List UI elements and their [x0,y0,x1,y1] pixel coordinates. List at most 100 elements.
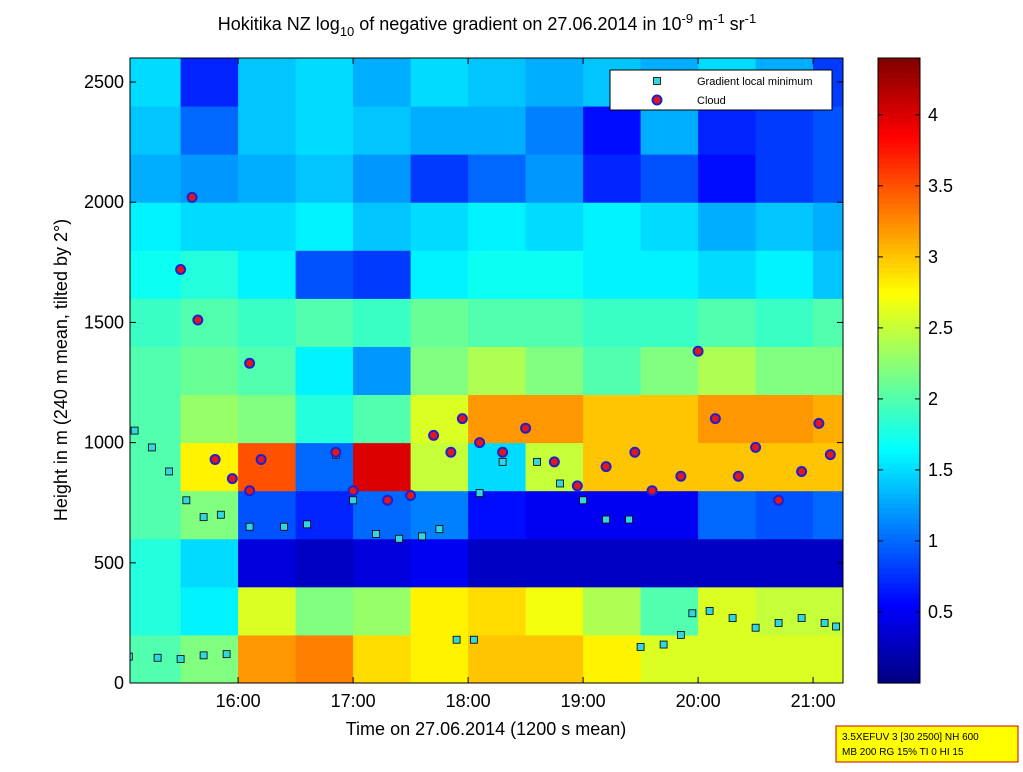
heatmap-cell [180,586,239,636]
colorbar-step [878,523,920,529]
colorbar [878,58,920,684]
min-marker [797,614,806,622]
colorbar-step [878,553,920,559]
colorbar-step [878,198,920,204]
colorbar-step [878,678,920,684]
min-marker [245,522,254,531]
colorbar-step [878,393,920,399]
heatmap-cell [813,106,843,155]
y-tick-label: 2500 [84,72,124,92]
colorbar-step [878,513,920,519]
colorbar-step [878,528,920,534]
cloud-marker [175,264,187,276]
min-marker [774,619,783,627]
heatmap-cell [410,586,469,636]
colorbar-step [878,483,920,489]
colorbar-step [878,608,920,614]
heatmap-cell [130,154,182,203]
heatmap-cell [410,538,469,588]
heatmap-cell [468,586,527,636]
heatmap-cell [180,202,239,251]
cloud-marker [226,473,238,485]
colorbar-step [878,633,920,639]
colorbar-step [878,173,920,179]
cloud-marker [255,453,267,465]
colorbar-step [878,73,920,79]
colorbar-step [878,473,920,479]
min-marker [452,635,461,644]
heatmap-cell [698,154,757,203]
colorbar-step [878,653,920,659]
colorbar-step [878,568,920,574]
colorbar-step [878,493,920,499]
cloud-marker [244,357,256,369]
colorbar-step [878,318,920,324]
colorbar-step [878,118,920,124]
colorbar-tick-label: 3.5 [928,176,953,196]
heatmap-cell [755,394,814,444]
colorbar-step [878,203,920,209]
colorbar-step [878,228,920,234]
heatmap-cell [353,202,412,251]
heatmap-cell [180,538,239,588]
colorbar-step [878,468,920,474]
heatmap-cell [468,250,527,299]
heatmap-cell [583,202,642,251]
colorbar-step [878,363,920,369]
colorbar-step [878,603,920,609]
heatmap-cell [295,394,354,444]
colorbar-step [878,213,920,219]
min-marker [556,479,564,488]
colorbar-step [878,208,920,214]
heatmap-cell [640,346,699,396]
colorbar-step [878,98,920,104]
heatmap-cell [468,634,527,683]
heatmap-cell [583,106,642,155]
colorbar-step [878,423,920,429]
heatmap-cell [238,586,297,636]
colorbar-step [878,123,920,129]
heatmap-cell [640,250,699,299]
heatmap-cell [238,106,297,155]
heatmap-cell [640,394,699,444]
heatmap-cell [813,442,843,492]
heatmap-cell [238,298,297,347]
colorbar-step [878,418,920,424]
min-marker [182,496,191,505]
heatmap-cell [583,346,642,396]
heatmap-cell [238,58,297,107]
x-tick-label: 18:00 [446,691,491,711]
min-marker [372,530,381,538]
colorbar-step [878,583,920,589]
y-axis-label: Height in m (240 m mean, tilted by 2°) [51,219,71,521]
heatmap-cell [468,346,527,396]
cloud-marker [692,345,704,357]
colorbar-step [878,288,920,294]
heatmap-cell [410,346,469,396]
colorbar-step [878,168,920,174]
cloud-marker [600,461,612,473]
legend-label: Cloud [697,95,726,107]
cloud-marker [209,453,221,465]
heatmap-cell [353,634,412,683]
x-tick-label: 19:00 [561,691,606,711]
chart-title: Hokitika NZ log10 of negative gradient o… [218,11,756,39]
cloud-marker [382,494,394,506]
colorbar-step [878,558,920,564]
heatmap-cell [525,298,584,347]
colorbar-step [878,438,920,444]
heatmap-cell [130,58,182,107]
heatmap-cell [410,298,469,347]
cloud-marker [520,422,532,434]
heatmap-cell [295,154,354,203]
heatmap-cell [525,250,584,299]
colorbar-step [878,338,920,344]
heatmap-cell [180,490,239,540]
cloud-marker [347,485,359,497]
colorbar-step [878,628,920,634]
min-marker [176,655,185,663]
heatmap-cell [468,394,527,444]
colorbar-step [878,668,920,674]
heatmap-cell [755,202,814,251]
colorbar-step [878,443,920,449]
